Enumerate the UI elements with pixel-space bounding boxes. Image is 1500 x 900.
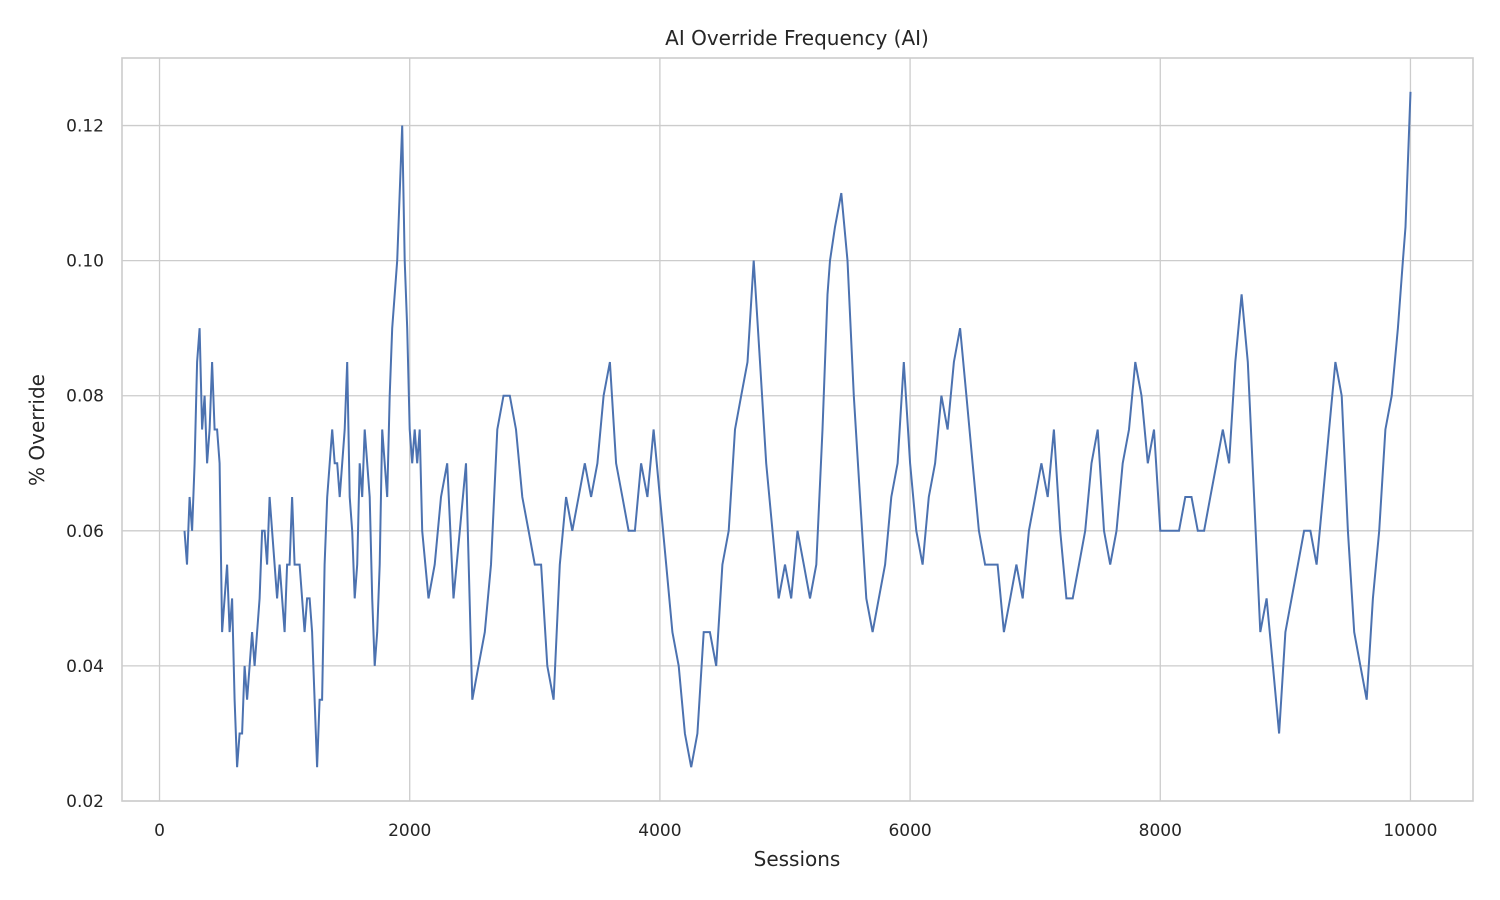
series-line [183, 91, 1412, 768]
x-tick-label: 6000 [888, 821, 931, 841]
y-tick-label: 0.08 [66, 387, 104, 407]
y-axis-ticks: 0.02 0.04 0.06 0.08 0.10 0.12 [66, 117, 104, 812]
x-tick-label: 2000 [388, 821, 431, 841]
y-tick-label: 0.10 [66, 252, 104, 272]
plot-frame [121, 57, 1474, 802]
y-axis-label: % Override [25, 374, 49, 486]
x-tick-label: 10000 [1383, 821, 1437, 841]
x-tick-label: 4000 [638, 821, 681, 841]
chart-title: AI Override Frequency (AI) [665, 26, 929, 50]
y-tick-label: 0.12 [66, 117, 104, 137]
x-tick-label: 0 [154, 821, 165, 841]
x-tick-label: 8000 [1139, 821, 1182, 841]
x-axis-ticks: 0 2000 4000 6000 8000 10000 [154, 821, 1437, 841]
y-tick-label: 0.06 [66, 522, 104, 542]
x-axis-label: Sessions [754, 847, 841, 871]
y-tick-label: 0.04 [66, 657, 104, 677]
grid [122, 58, 1473, 802]
y-tick-label: 0.02 [66, 792, 104, 812]
series-layer [183, 91, 1412, 768]
